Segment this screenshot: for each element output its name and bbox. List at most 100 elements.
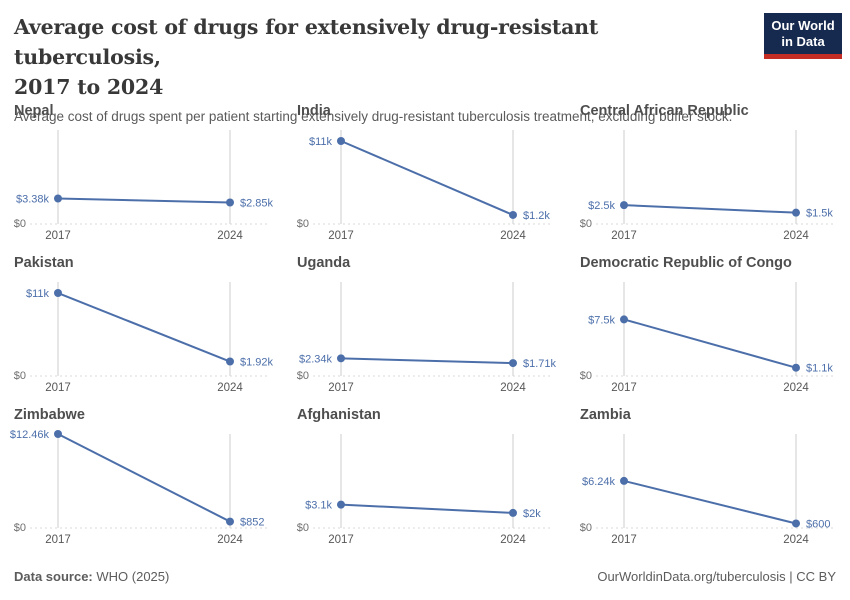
point-2024: [509, 508, 517, 517]
value-label-2024: $600: [806, 518, 830, 530]
zero-label: $0: [580, 218, 592, 230]
data-source-label: Data source:: [14, 569, 93, 584]
point-2024: [226, 198, 234, 207]
page-title: Average cost of drugs for extensively dr…: [14, 12, 750, 102]
point-2024: [226, 517, 234, 526]
trend-line: [57, 197, 231, 204]
mini-line-chart: $0 2017 2024 $2.34k $1.71k: [297, 282, 557, 394]
zero-label: $0: [14, 522, 26, 534]
trend-line: [340, 357, 514, 365]
value-label-2017: $11k: [26, 288, 50, 300]
panel-uganda: Uganda $0 2017 2024 $2.34k $1.71k: [283, 253, 566, 405]
value-label-2024: $1.1k: [806, 363, 833, 375]
value-label-2024: $2.85k: [240, 197, 274, 209]
panel-title: Nepal: [14, 103, 54, 119]
x-tick-2017: 2017: [328, 382, 354, 394]
panel-title: Zambia: [580, 407, 631, 423]
point-2017: [337, 137, 345, 146]
panel-zimbabwe: Zimbabwe $0 2017 2024 $12.46k $852: [0, 405, 283, 557]
x-tick-2017: 2017: [611, 382, 637, 394]
zero-label: $0: [14, 218, 26, 230]
zero-label: $0: [297, 522, 309, 534]
x-tick-2024: 2024: [500, 230, 526, 242]
value-label-2024: $1.92k: [240, 357, 274, 369]
zero-label: $0: [580, 370, 592, 382]
trend-line: [623, 318, 797, 369]
mini-line-chart: $0 2017 2024 $7.5k $1.1k: [580, 282, 834, 394]
value-label-2024: $2k: [523, 508, 541, 520]
point-2024: [226, 357, 234, 366]
x-tick-2017: 2017: [45, 230, 71, 242]
x-tick-2017: 2017: [328, 230, 354, 242]
panel-title: India: [297, 103, 331, 119]
value-label-2017: $12.46k: [10, 429, 50, 441]
point-2024: [509, 210, 517, 219]
x-tick-2017: 2017: [328, 534, 354, 546]
x-tick-2024: 2024: [783, 382, 809, 394]
point-2017: [620, 476, 628, 485]
panel-pakistan: Pakistan $0 2017 2024 $11k $1.92k: [0, 253, 283, 405]
x-tick-2017: 2017: [45, 534, 71, 546]
small-multiples-grid: Nepal $0 2017 2024 $3.38k $2.85k India $0 2017 20…: [0, 101, 849, 557]
value-label-2017: $6.24k: [582, 476, 616, 488]
owid-logo-line1: Our World: [771, 18, 835, 33]
point-2024: [792, 519, 800, 528]
chart-subtitle: Average cost of drugs spent per patient …: [14, 109, 733, 124]
panel-afghanistan: Afghanistan $0 2017 2024 $3.1k $2k: [283, 405, 566, 557]
panel-nepal: Nepal $0 2017 2024 $3.38k $2.85k: [0, 101, 283, 253]
chart-header: Average cost of drugs for extensively dr…: [14, 12, 750, 124]
panel-title: Zimbabwe: [14, 407, 85, 423]
page-title-line2: 2017 to 2024: [14, 75, 164, 99]
x-tick-2024: 2024: [500, 382, 526, 394]
point-2017: [620, 315, 628, 324]
trend-line: [340, 140, 514, 216]
data-source-value: WHO (2025): [96, 569, 170, 584]
mini-line-chart: $0 2017 2024 $11k $1.2k: [297, 130, 551, 242]
panel-title: Central African Republic: [580, 103, 749, 119]
value-label-2017: $3.1k: [305, 500, 332, 512]
value-label-2017: $2.5k: [588, 200, 615, 212]
zero-label: $0: [14, 370, 26, 382]
point-2017: [337, 500, 345, 509]
panel-central-african-republic: Central African Republic $0 2017 2024 $2.5k $…: [566, 101, 849, 253]
page-title-line1: Average cost of drugs for extensively dr…: [14, 15, 599, 69]
value-label-2024: $852: [240, 517, 264, 529]
panel-title: Uganda: [297, 255, 351, 271]
attribution-link[interactable]: OurWorldinData.org/tuberculosis | CC BY: [597, 569, 836, 584]
panel-title: Pakistan: [14, 255, 74, 271]
x-tick-2017: 2017: [611, 230, 637, 242]
x-tick-2024: 2024: [783, 534, 809, 546]
panel-democratic-republic-of-congo: Democratic Republic of Congo $0 2017 2024 $7…: [566, 253, 849, 405]
value-label-2024: $1.5k: [806, 208, 833, 220]
panel-zambia: Zambia $0 2017 2024 $6.24k $600: [566, 405, 849, 557]
point-2024: [509, 359, 517, 368]
owid-logo: Our World in Data: [764, 13, 842, 59]
point-2024: [792, 208, 800, 217]
panel-title: Democratic Republic of Congo: [580, 255, 792, 271]
chart-footer: Data source: WHO (2025) OurWorldinData.o…: [14, 569, 836, 584]
trend-line: [623, 479, 797, 525]
owid-logo-line2: in Data: [781, 34, 825, 49]
x-tick-2017: 2017: [611, 534, 637, 546]
value-label-2017: $7.5k: [588, 314, 615, 326]
x-tick-2024: 2024: [783, 230, 809, 242]
zero-label: $0: [580, 522, 592, 534]
value-label-2024: $1.71k: [523, 358, 557, 370]
point-2017: [337, 354, 345, 363]
trend-line: [57, 433, 231, 523]
point-2017: [620, 201, 628, 210]
trend-line: [57, 292, 231, 363]
mini-line-chart: $0 2017 2024 $12.46k $852: [10, 429, 268, 546]
x-tick-2024: 2024: [500, 534, 526, 546]
zero-label: $0: [297, 370, 309, 382]
panel-india: India $0 2017 2024 $11k $1.2k: [283, 101, 566, 253]
x-tick-2024: 2024: [217, 382, 243, 394]
point-2017: [54, 289, 62, 298]
mini-line-chart: $0 2017 2024 $3.38k $2.85k: [14, 130, 274, 242]
mini-line-chart: $0 2017 2024 $6.24k $600: [580, 434, 834, 546]
panel-title: Afghanistan: [297, 407, 381, 423]
value-label-2024: $1.2k: [523, 210, 550, 222]
trend-line: [340, 503, 514, 514]
value-label-2017: $11k: [309, 136, 333, 148]
